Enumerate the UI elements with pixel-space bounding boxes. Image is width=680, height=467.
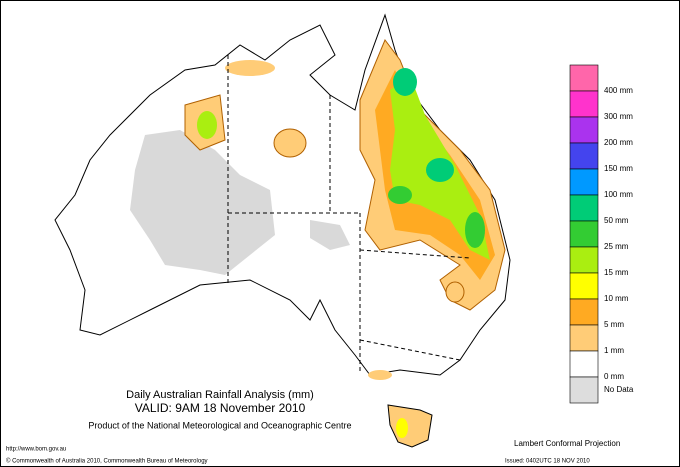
legend-swatch (569, 350, 599, 378)
legend-swatch (569, 168, 599, 196)
valid-time: VALID: 9AM 18 November 2010 (135, 401, 306, 415)
legend-label: 400 mm (604, 86, 633, 95)
product-note: Product of the National Meteorological a… (88, 420, 351, 430)
legend-swatch (569, 64, 599, 92)
projection: Lambert Conformal Projection (514, 439, 620, 448)
legend-label: 0 mm (604, 372, 624, 381)
map-title: Daily Australian Rainfall Analysis (mm) (126, 389, 314, 401)
legend-label: 150 mm (604, 164, 633, 173)
legend-label: 15 mm (604, 268, 629, 277)
legend-swatch (569, 194, 599, 222)
legend-swatch (569, 298, 599, 326)
rain-area (273, 128, 307, 158)
copyright: © Commonwealth of Australia 2010, Common… (6, 458, 208, 465)
issued: Issued: 0402UTC 18 NOV 2010 (505, 459, 590, 465)
no-data-area (130, 130, 275, 275)
legend: 400 mm 300 mm 200 mm 150 mm 100 mm 50 mm 25 mm… (569, 64, 634, 404)
legend-label: 300 mm (604, 112, 633, 121)
legend-label: 10 mm (604, 294, 629, 303)
legend-label: 5 mm (604, 320, 624, 329)
rain-area (393, 68, 417, 96)
legend-label: 50 mm (604, 216, 629, 225)
legend-swatch (569, 90, 599, 118)
rain-area (225, 60, 275, 76)
no-data-area (310, 220, 350, 250)
legend-swatch (569, 142, 599, 170)
rain-area (465, 212, 485, 248)
state-borders (227, 55, 471, 372)
legend-label: 100 mm (604, 190, 633, 199)
legend-swatch (569, 116, 599, 144)
legend-swatch (569, 246, 599, 274)
legend-swatch (569, 220, 599, 248)
legend-label: 200 mm (604, 138, 633, 147)
legend-swatch (569, 272, 599, 300)
rain-area (445, 281, 465, 303)
legend-swatch (569, 324, 599, 352)
rain-area (388, 186, 412, 204)
rain-area (426, 158, 454, 182)
legend-label: 25 mm (604, 242, 629, 251)
border (359, 339, 461, 361)
legend-label: No Data (604, 385, 634, 394)
legend-label: 1 mm (604, 346, 624, 355)
rain-area (197, 111, 217, 139)
australia (54, 13, 511, 448)
border (359, 249, 471, 259)
rain-area (368, 370, 392, 380)
rain-area (396, 418, 408, 438)
url: http://www.bom.gov.au (6, 447, 66, 453)
legend-swatch (569, 376, 599, 404)
